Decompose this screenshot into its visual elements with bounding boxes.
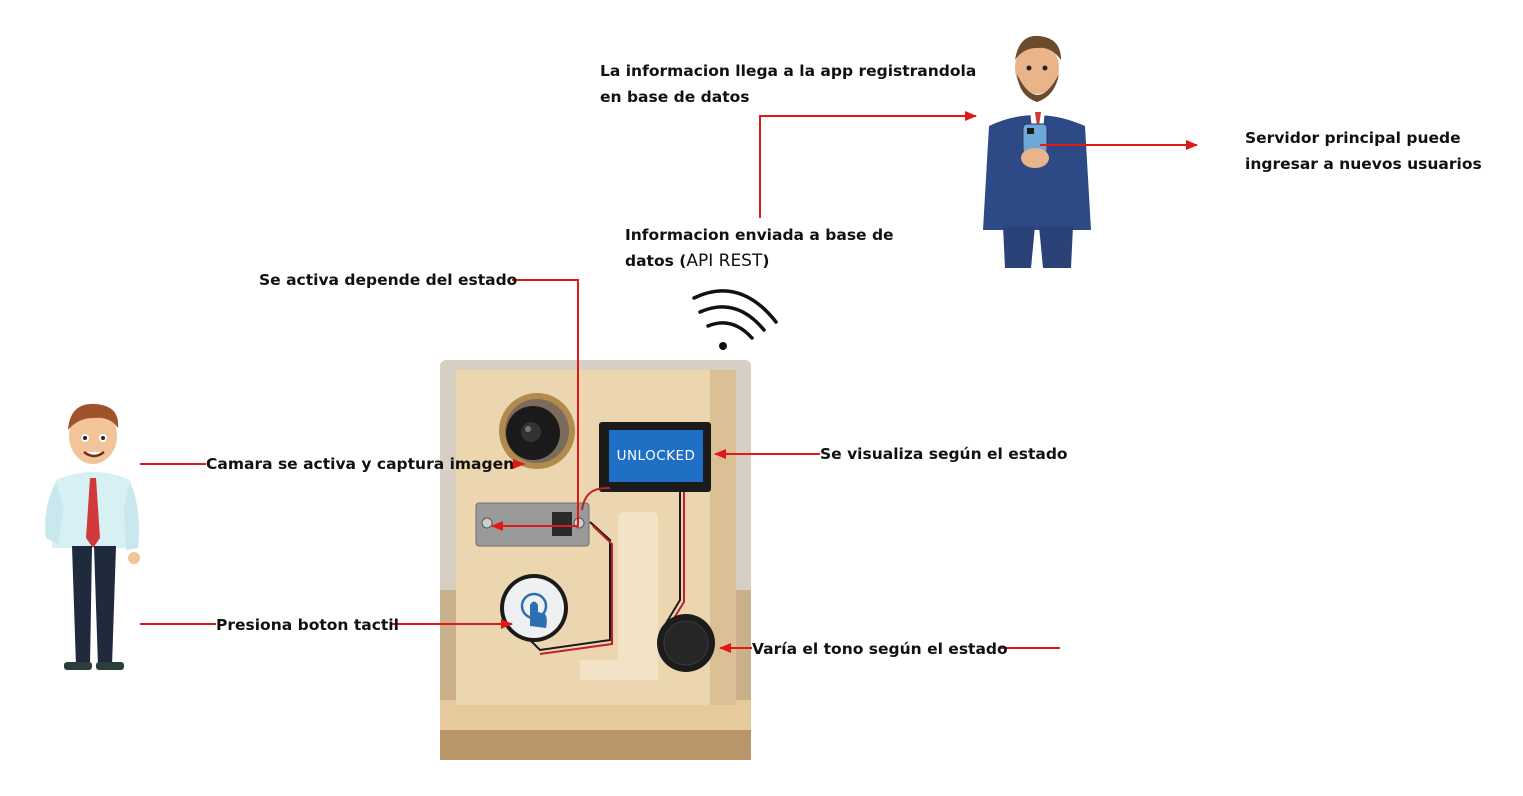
arrow-to-app	[759, 111, 977, 218]
camera	[499, 393, 575, 469]
label-server: Servidor principal puede ingresar a nuev…	[1245, 129, 1482, 173]
label-sent-info: Informacion enviada a base de datos (API…	[625, 226, 894, 271]
screen-status-text: UNLOCKED	[616, 448, 696, 464]
label-camera: Camara se activa y captura imagen	[206, 455, 515, 473]
label-display: Se visualiza según el estado	[820, 445, 1068, 463]
admin-person-icon	[975, 30, 1105, 270]
touch-icon	[520, 592, 548, 628]
lcd-display	[599, 422, 711, 492]
buzzer	[657, 614, 715, 672]
label-activate: Se activa depende del estado	[259, 271, 518, 289]
label-app-info: La informacion llega a la app registrand…	[600, 62, 977, 106]
user-person-icon	[38, 398, 148, 673]
arrow-activate	[491, 279, 579, 531]
label-touch: Presiona boton tactil	[216, 616, 399, 634]
sensor-module	[475, 502, 590, 547]
label-buzzer: Varía el tono según el estado	[752, 640, 1008, 658]
